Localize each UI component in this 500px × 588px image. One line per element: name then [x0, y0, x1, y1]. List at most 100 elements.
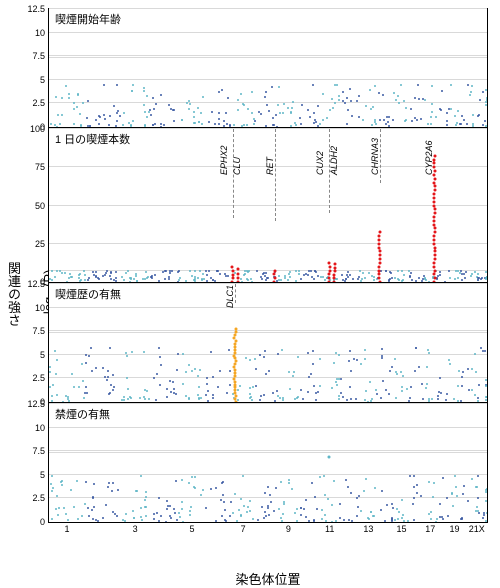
- chromosome-block: [377, 284, 394, 402]
- chromosome-block: [460, 284, 470, 402]
- gene-hit-point: [328, 269, 331, 272]
- y-tick: 2.5: [32, 373, 45, 383]
- chromosome-block: [299, 9, 320, 127]
- chromosome-block: [255, 404, 278, 522]
- chromosome-block: [470, 404, 478, 522]
- y-tick: 25: [35, 239, 45, 249]
- gene-hit-point: [378, 235, 381, 238]
- gene-label: CLU: [232, 157, 242, 175]
- gene-hit-point: [328, 265, 331, 268]
- x-tick: 13: [363, 524, 373, 534]
- chromosome-block: [278, 284, 299, 402]
- y-tick: 7.5: [32, 51, 45, 61]
- gene-hit-point: [232, 273, 235, 276]
- gene-guide-line: [235, 284, 236, 303]
- gene-hit-point: [378, 238, 381, 241]
- gene-label: ALDH2: [329, 146, 339, 175]
- gene-hit-point: [433, 181, 436, 184]
- chromosome-block: [340, 9, 360, 127]
- gene-hit-point: [434, 231, 437, 234]
- chromosome-block: [449, 284, 460, 402]
- gene-hit-point: [377, 273, 380, 276]
- x-tick: 9: [286, 524, 291, 534]
- gene-hit-point: [237, 276, 240, 279]
- manhattan-panel: 禁煙の有無02.557.51012.513579111315171921X: [48, 403, 488, 523]
- gene-hit-point: [328, 273, 331, 276]
- x-tick: 1: [64, 524, 69, 534]
- chromosome-block: [120, 129, 150, 282]
- gene-hit-point: [333, 263, 336, 266]
- plot-area: EPHX2CLURETCUX2ALDH2CHRNA3CYP2A6: [49, 129, 487, 282]
- chromosome-block: [394, 129, 409, 282]
- gene-hit-point: [434, 189, 437, 192]
- manhattan-panel: 喫煙開始年齢02.557.51012.5: [48, 8, 488, 128]
- gene-hit-point: [273, 269, 276, 272]
- gene-hit-point: [434, 177, 437, 180]
- chromosome-block: [394, 9, 409, 127]
- gene-hit-point: [234, 334, 237, 337]
- chromosome-block: [150, 9, 179, 127]
- gene-hit-point: [233, 371, 236, 374]
- panel-title: 喫煙歴の有無: [55, 286, 121, 302]
- gene-hit-point: [234, 383, 237, 386]
- gene-hit-point: [233, 354, 236, 357]
- gene-hit-point: [434, 269, 437, 272]
- chromosome-block: [377, 9, 394, 127]
- chromosome-block: [478, 129, 486, 282]
- chromosome-block: [437, 129, 449, 282]
- chromosome-block: [299, 404, 320, 522]
- gene-hit-point: [434, 227, 437, 230]
- x-tick: 7: [241, 524, 246, 534]
- gene-hit-point: [432, 242, 435, 245]
- gene-label: CYP2A6: [424, 140, 434, 175]
- y-tick: 5: [40, 470, 45, 480]
- gene-hit-point: [231, 266, 234, 269]
- gene-hit-point: [433, 273, 436, 276]
- chromosome-block: [179, 129, 206, 282]
- y-tick: 0: [40, 517, 45, 527]
- chromosome-block: [278, 404, 299, 522]
- gene-hit-point: [433, 277, 436, 280]
- y-axis-label-jp: 関連の強さ: [4, 262, 23, 327]
- manhattan-figure: 喫煙開始年齢02.557.51012.51 日の喫煙本数0255075100EP…: [48, 8, 488, 581]
- y-tick: 50: [35, 201, 45, 211]
- gene-hit-point: [378, 254, 381, 257]
- chromosome-block: [120, 9, 150, 127]
- y-tick: 7.5: [32, 326, 45, 336]
- gene-hit-point: [234, 369, 237, 372]
- gene-hit-point: [433, 223, 436, 226]
- gene-hit-point: [233, 357, 236, 360]
- gene-hit-point: [433, 265, 436, 268]
- gene-hit-point: [231, 281, 234, 283]
- chromosome-block: [340, 404, 360, 522]
- x-tick: 11: [325, 524, 334, 534]
- chromosome-block: [120, 284, 150, 402]
- chromosome-block: [299, 284, 320, 402]
- gene-hit-point: [433, 196, 436, 199]
- chromosome-block: [460, 129, 470, 282]
- gene-hit-point: [328, 261, 331, 264]
- chromosome-block: [409, 9, 423, 127]
- chromosome-block: [120, 404, 150, 522]
- chromosome-block: [320, 284, 340, 402]
- gene-label: CUX2: [315, 151, 325, 175]
- chromosome-block: [340, 129, 360, 282]
- gene-hit-point: [233, 389, 236, 392]
- y-tick: 7.5: [32, 446, 45, 456]
- gene-hit-point: [433, 246, 436, 249]
- gene-hit-point: [433, 204, 436, 207]
- chromosome-block: [150, 404, 179, 522]
- gene-hit-point: [433, 261, 436, 264]
- y-tick: 10: [35, 28, 45, 38]
- chromosome-block: [409, 129, 423, 282]
- gene-hit-point: [378, 277, 381, 280]
- chromosome-block: [49, 129, 85, 282]
- chromosome-block: [278, 129, 299, 282]
- chromosome-block: [478, 404, 486, 522]
- gene-label: CHRNA3: [370, 138, 380, 175]
- chromosome-block: [449, 9, 460, 127]
- y-tick: 5: [40, 75, 45, 85]
- chromosome-block: [486, 284, 487, 402]
- chromosome-block: [360, 404, 378, 522]
- chromosome-block: [437, 284, 449, 402]
